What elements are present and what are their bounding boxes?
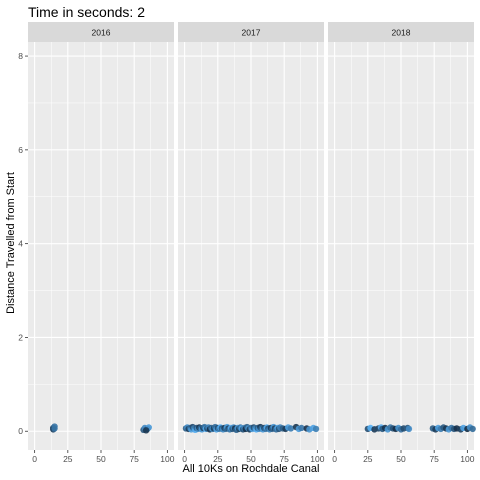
x-tick-label: 0 [32,454,37,464]
x-tick-label: 75 [429,454,439,464]
data-point [142,427,150,434]
data-point [405,425,413,433]
y-tick-label: 2 [18,332,23,342]
x-tick-label: 0 [182,454,187,464]
y-axis-title: Distance Travelled from Start [5,172,17,314]
facet-panel-2017: 2017 0 25 50 75 100 [178,22,325,464]
x-tick-label: 50 [246,454,256,464]
facet-strip-label: 2017 [242,28,261,38]
data-point [287,425,295,432]
x-tick-label: 50 [396,454,406,464]
data-point [469,425,476,433]
data-point [51,425,58,432]
x-tick-label: 0 [332,454,337,464]
facet-strip [28,22,174,42]
x-tick-label: 100 [310,454,324,464]
x-tick-label: 50 [96,454,106,464]
y-tick-label: 8 [18,51,23,61]
y-tick-label: 0 [18,426,23,436]
data-point [312,425,320,433]
x-tick-label: 100 [460,454,474,464]
facet-strip [328,22,474,42]
facet-strip-label: 2016 [92,28,111,38]
y-tick-label: 4 [18,239,23,249]
facet-strip [178,22,324,42]
x-tick-label: 100 [160,454,174,464]
facet-panel-2018: 2018 0 25 50 75 100 [328,22,476,464]
data-point [298,424,305,432]
x-tick-label: 75 [279,454,289,464]
x-tick-label: 75 [129,454,139,464]
x-tick-label: 25 [213,454,223,464]
x-axis-title: All 10Ks on Rochdale Canal [183,463,320,475]
chart-title: Time in seconds: 2 [28,4,145,20]
facet-strip-label: 2018 [392,28,411,38]
x-tick-label: 25 [363,454,373,464]
y-tick-label: 6 [18,145,23,155]
x-tick-label: 25 [63,454,73,464]
facet-panels: 2016 0 25 50 75 100 2017 0 25 50 75 100 2018 0 25 50 75 1… [18,22,476,464]
facet-panel-2016: 2016 0 25 50 75 100 [28,22,175,464]
